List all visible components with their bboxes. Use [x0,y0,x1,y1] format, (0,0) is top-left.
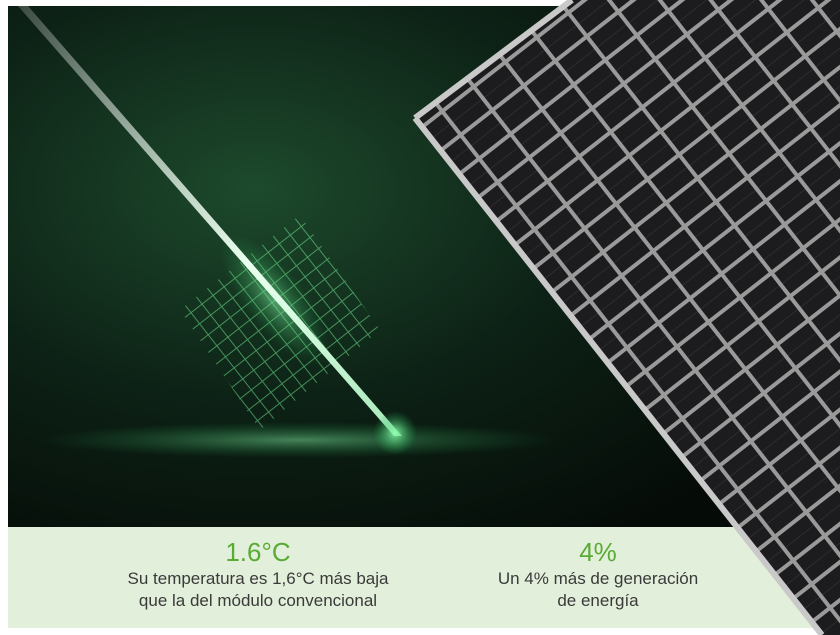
stat-text: Un 4% más de generación [497,569,699,588]
panel-frame [412,116,825,635]
stat-text: Su temperatura es 1,6°C más baja [127,569,389,588]
stat-text: de energía [557,591,639,610]
stat: 1.6°C Su temperatura es 1,6°C más baja q… [98,536,418,612]
solar-panel [415,0,840,635]
info-band [8,527,832,628]
stat-value: 1.6°C [225,537,291,567]
panel-frame [413,0,574,121]
stat-text: que la del módulo convencional [138,591,378,610]
stat: 4% Un 4% más de generación de energía [438,536,758,612]
floor-glow [40,422,560,458]
beam-spot [373,411,417,455]
light-beam [18,6,402,436]
stat-value: 4% [579,537,617,567]
